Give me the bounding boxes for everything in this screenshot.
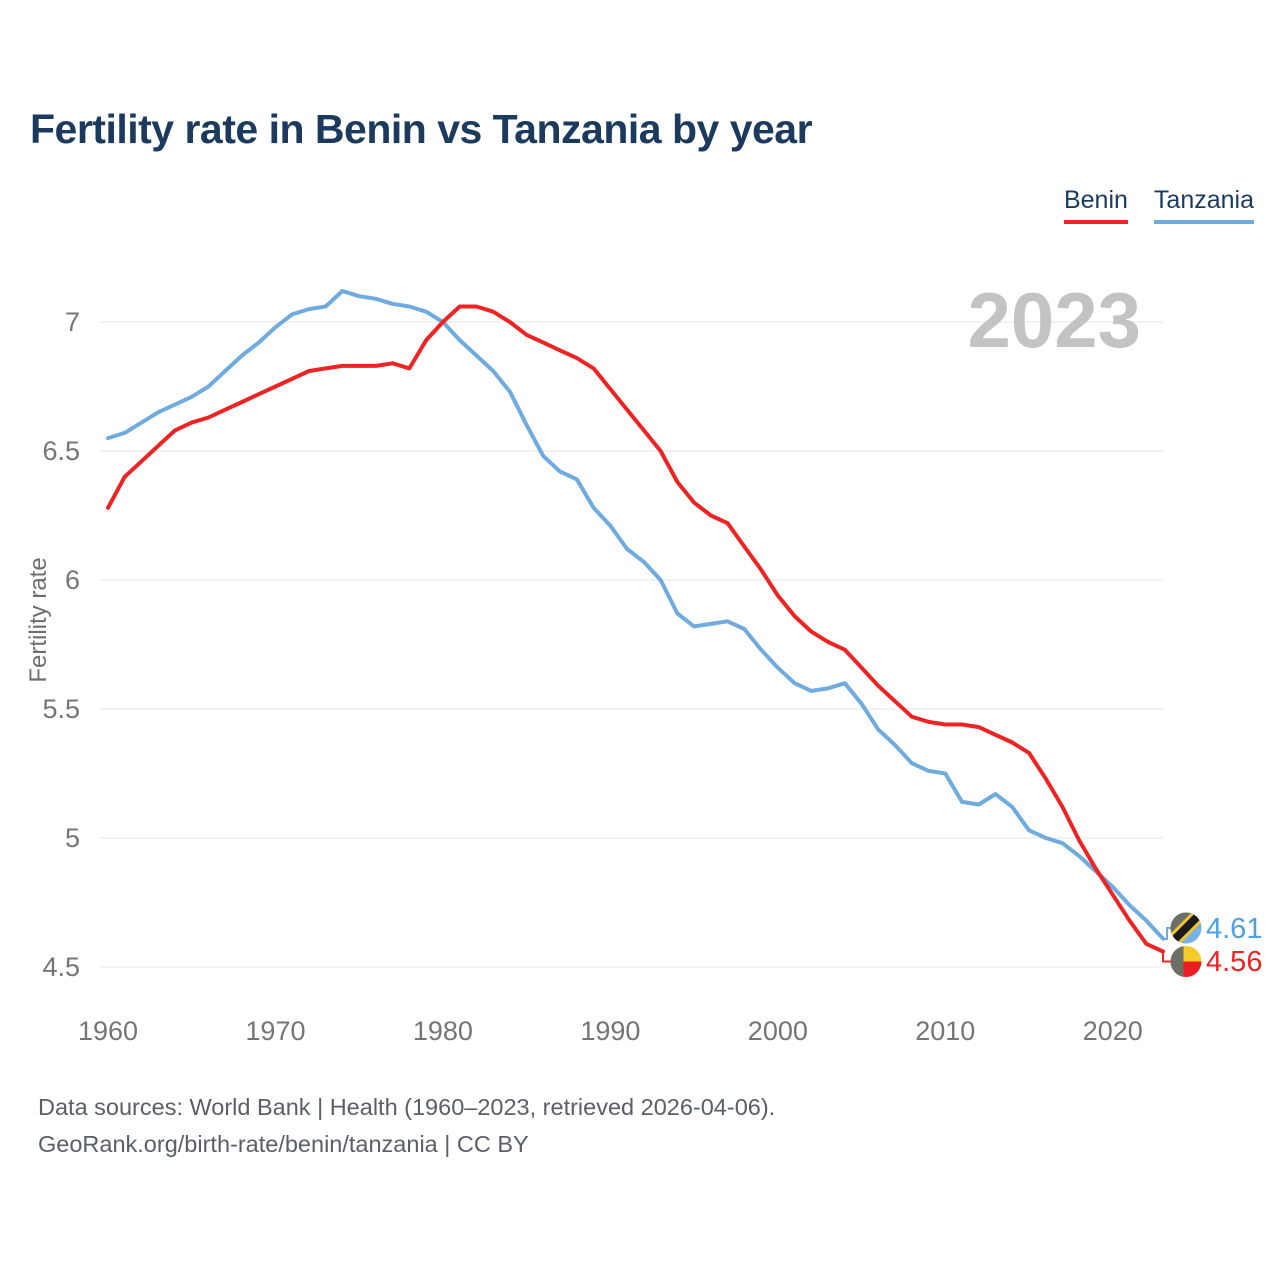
x-tick-1970: 1970 — [245, 1016, 305, 1046]
y-axis-title: Fertility rate — [25, 557, 52, 682]
watermark-year: 2023 — [967, 276, 1141, 364]
y-tick-7: 7 — [65, 307, 80, 337]
x-tick-2020: 2020 — [1083, 1016, 1143, 1046]
benin-flag-icon — [1170, 946, 1202, 977]
y-tick-4.5: 4.5 — [42, 952, 80, 982]
x-tick-1980: 1980 — [413, 1016, 473, 1046]
footer-attribution-line: GeoRank.org/birth-rate/benin/tanzania | … — [38, 1131, 529, 1157]
series-line-benin — [106, 304, 1165, 954]
y-tick-5.5: 5.5 — [42, 694, 80, 724]
page-title: Fertility rate in Benin vs Tanzania by y… — [30, 106, 813, 152]
axis-tick-labels: 7 6.5 6 5.5 5 4.5 1960 1970 1980 1990 2000 2010 2020… — [25, 307, 1143, 1046]
series-lines — [106, 289, 1165, 954]
x-tick-1960: 1960 — [78, 1016, 138, 1046]
tanzania-leader-line — [1163, 927, 1171, 940]
x-tick-1990: 1990 — [580, 1016, 640, 1046]
tanzania-end-value: 4.61 — [1206, 913, 1262, 945]
x-tick-2000: 2000 — [748, 1016, 808, 1046]
benin-end-value: 4.56 — [1206, 946, 1262, 978]
footer-sources-line: Data sources: World Bank | Health (1960–… — [38, 1094, 776, 1120]
y-tick-5: 5 — [65, 823, 80, 853]
leader-lines — [1162, 927, 1171, 963]
y-tick-6.5: 6.5 — [42, 436, 80, 466]
x-tick-2010: 2010 — [915, 1016, 975, 1046]
gridlines — [100, 321, 1163, 968]
legend-item-tanzania[interactable]: Tanzania — [1153, 186, 1254, 224]
tanzania-flag-icon — [1170, 912, 1202, 944]
legend-item-benin[interactable]: Benin — [1063, 186, 1128, 224]
y-tick-6: 6 — [65, 565, 80, 595]
series-line-tanzania — [106, 289, 1165, 941]
benin-leader-line — [1162, 951, 1171, 963]
legend: Benin Tanzania — [1063, 186, 1254, 224]
footer: Data sources: World Bank | Health (1960–… — [38, 1089, 775, 1163]
